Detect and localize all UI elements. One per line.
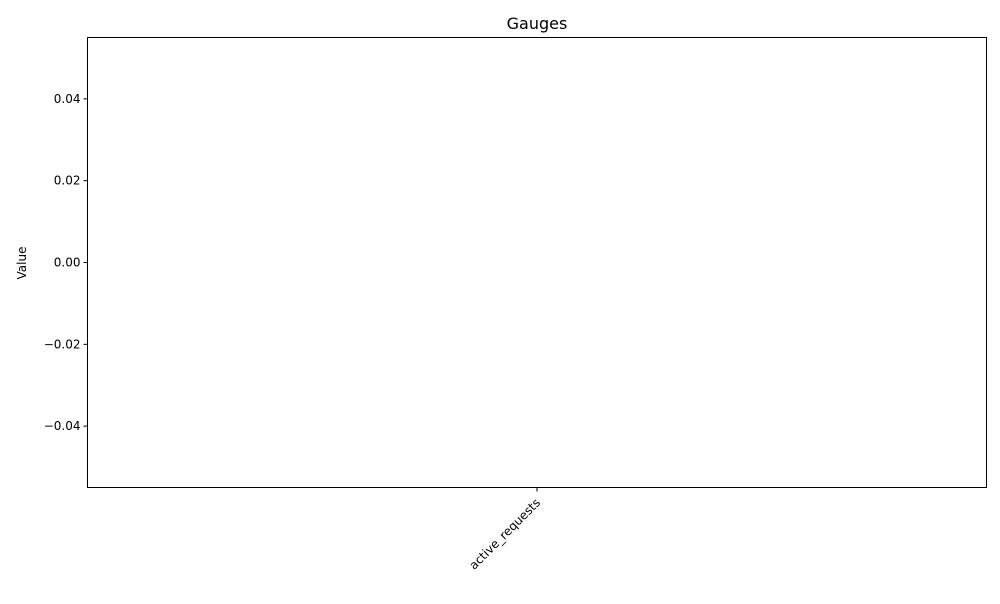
y-tick-label: −0.02 xyxy=(44,337,81,351)
y-axis-label: Value xyxy=(15,247,29,280)
y-axis-ticks: 0.04 0.02 0.00 −0.02 −0.04 xyxy=(44,92,88,433)
y-tick-label: 0.02 xyxy=(54,174,81,188)
chart-title: Gauges xyxy=(507,14,568,33)
y-tick-label: 0.04 xyxy=(54,92,81,106)
y-tick-label: 0.00 xyxy=(54,256,81,270)
y-tick-label: −0.04 xyxy=(44,419,81,433)
